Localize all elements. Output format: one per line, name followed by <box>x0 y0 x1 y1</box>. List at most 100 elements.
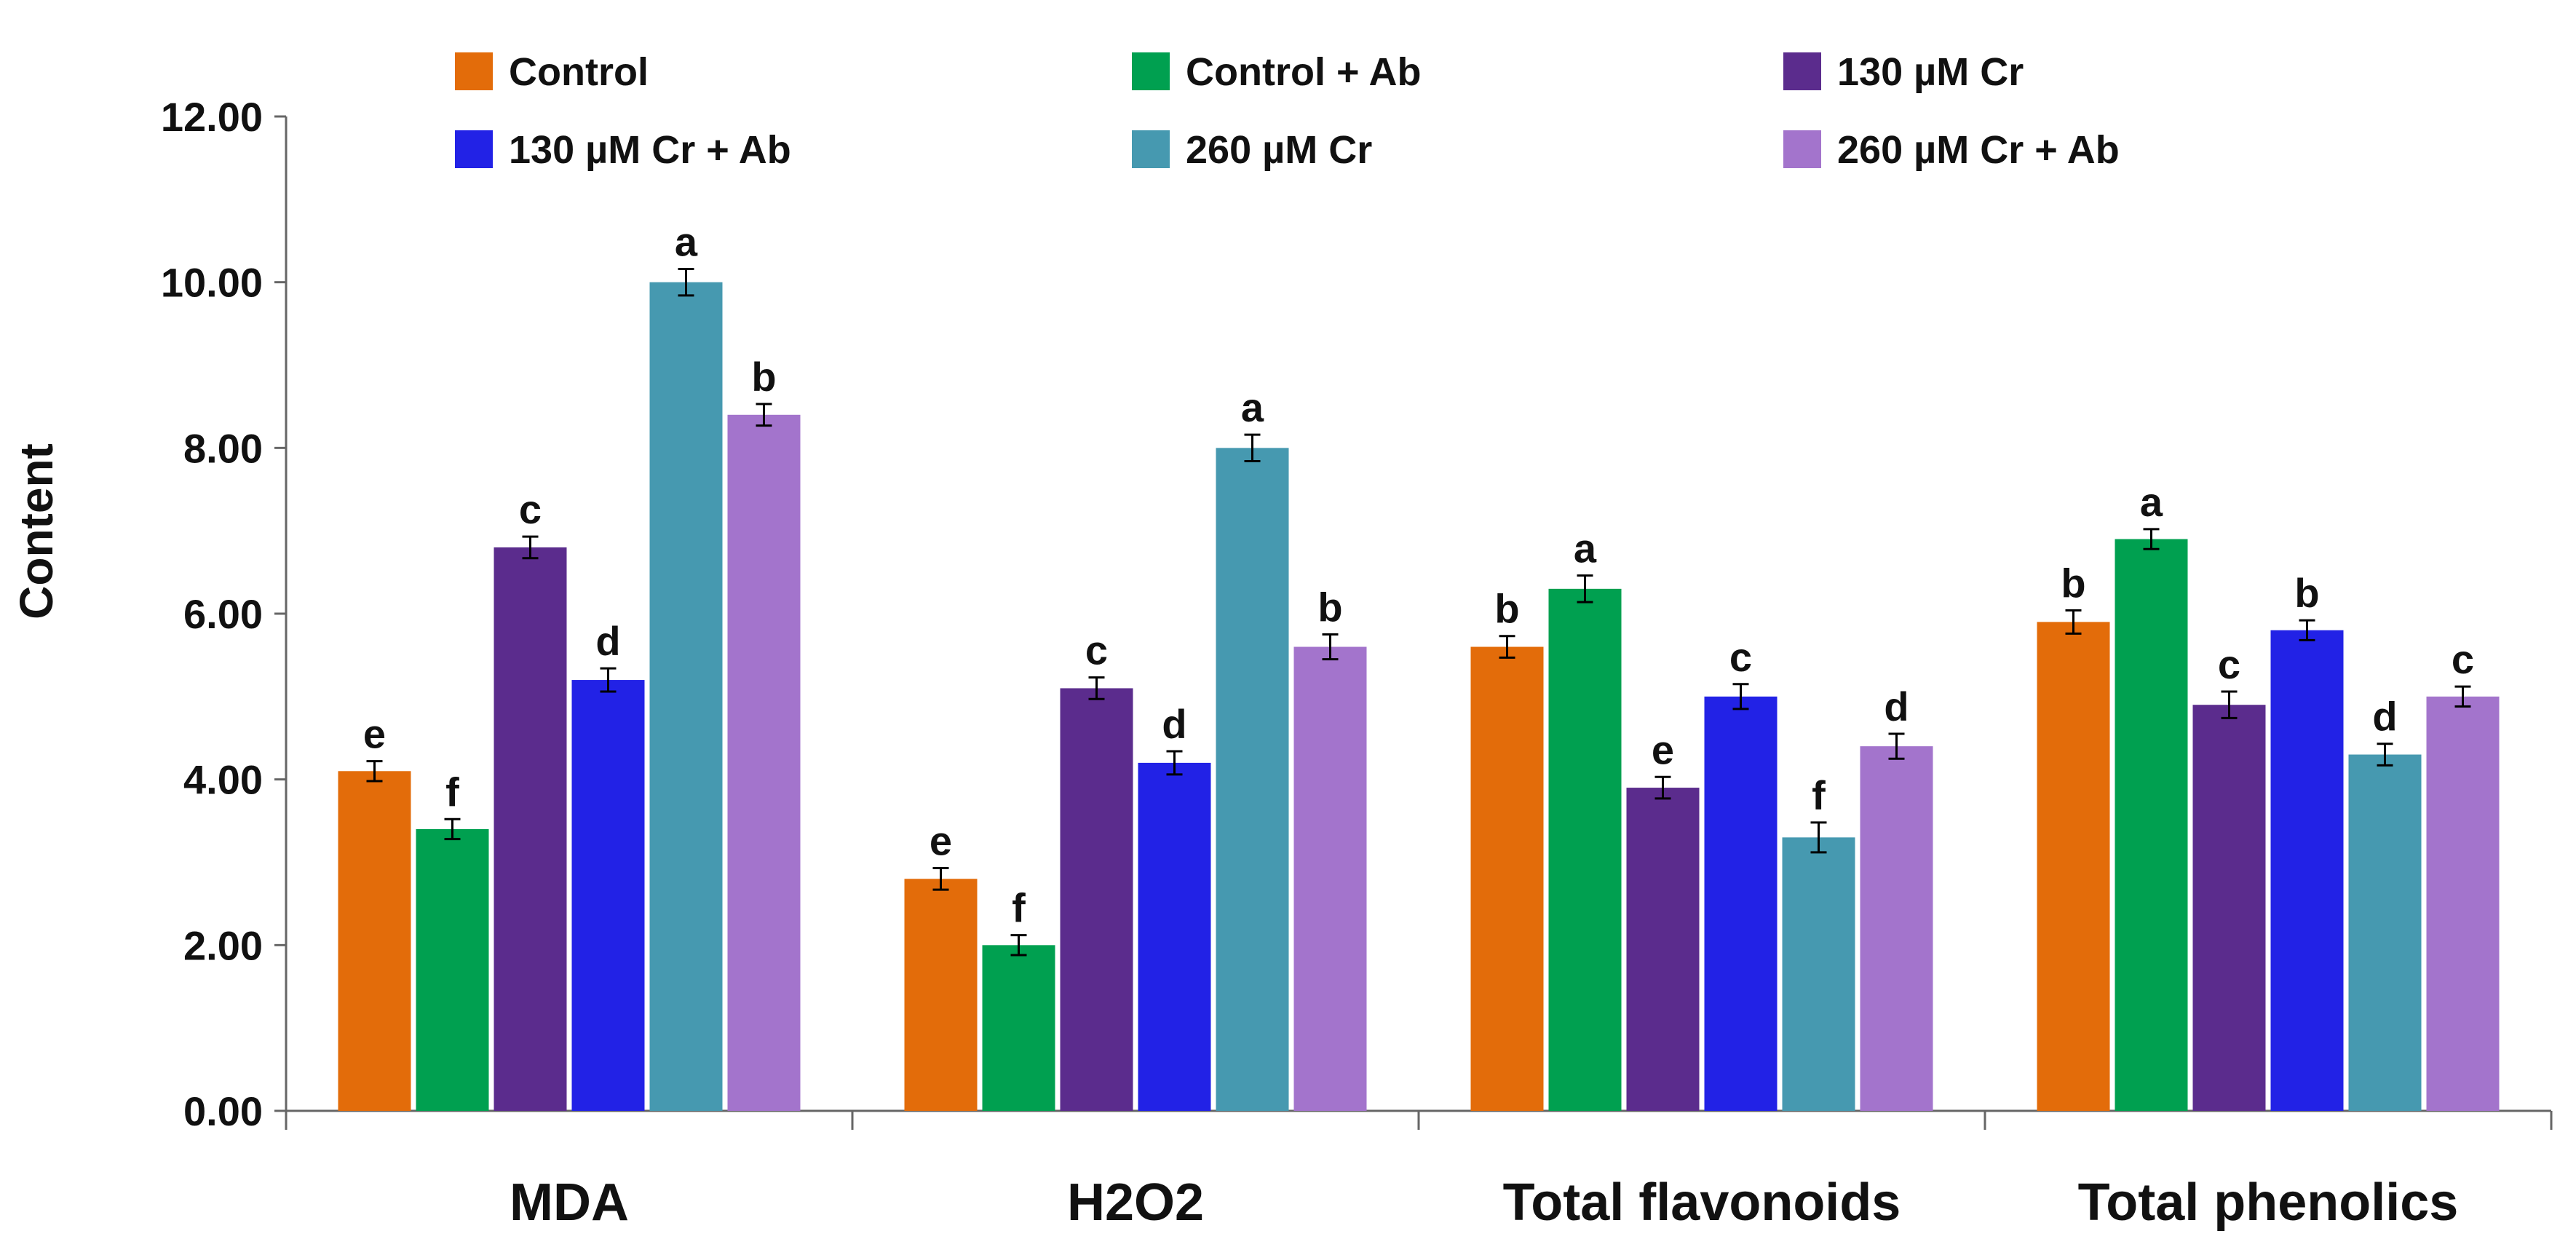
error-bar <box>932 866 949 891</box>
significance-letters: e f c d a b e f c d a b b a e c f d b a c b d c <box>363 218 2474 930</box>
error-bar <box>1732 683 1749 710</box>
bar <box>1782 837 1855 1111</box>
significance-letter: c <box>1729 634 1752 680</box>
bar <box>1548 588 1622 1111</box>
bar <box>1138 762 1211 1111</box>
significance-letter: f <box>445 769 459 815</box>
bar <box>338 771 411 1111</box>
y-tick-label: 0.00 <box>183 1088 263 1134</box>
error-bar <box>2299 619 2315 641</box>
legend-swatch <box>455 52 493 90</box>
significance-letter: d <box>595 618 620 664</box>
significance-letter: a <box>675 218 698 264</box>
error-bar <box>2454 685 2471 708</box>
error-bar <box>2377 743 2393 767</box>
bar <box>2037 622 2110 1111</box>
legend-swatch <box>1783 52 1821 90</box>
error-bar <box>756 403 772 427</box>
legend-item: Control + Ab <box>1132 50 1421 94</box>
legend-swatch <box>1783 130 1821 168</box>
legend-label: Control + Ab <box>1186 50 1421 94</box>
y-tick-label: 2.00 <box>183 922 263 968</box>
y-axis: 0.00 2.00 4.00 6.00 8.00 10.00 12.00 <box>161 94 288 1134</box>
error-bar <box>522 535 539 560</box>
bar <box>1704 696 1778 1111</box>
legend-swatch <box>1132 130 1170 168</box>
error-bar <box>2221 690 2238 719</box>
bar <box>2426 696 2500 1111</box>
error-bar <box>678 267 694 297</box>
error-bar <box>1010 934 1027 957</box>
x-category-label: MDA <box>510 1173 629 1232</box>
bar <box>649 282 723 1112</box>
legend-label: 130 µM Cr <box>1837 50 2024 94</box>
error-bar <box>1810 821 1827 854</box>
bar <box>982 945 1055 1111</box>
error-bar <box>1322 633 1339 661</box>
legend: Control Control + Ab 130 µM Cr 130 µM Cr + … <box>455 50 2120 172</box>
legend-label: 130 µM Cr + Ab <box>509 128 791 172</box>
x-axis: MDA H2O2 Total flavonoids Total phenolics <box>285 1109 2553 1232</box>
significance-letter: c <box>519 486 542 532</box>
x-category-label: Total phenolics <box>2078 1173 2459 1232</box>
legend-swatch <box>455 130 493 168</box>
significance-letter: b <box>2061 560 2085 606</box>
bar <box>1860 746 1933 1111</box>
significance-letter: a <box>1241 384 1264 430</box>
significance-letter: d <box>1162 701 1186 747</box>
legend-label: Control <box>509 50 649 94</box>
error-bar <box>366 760 383 783</box>
bar <box>727 414 801 1111</box>
bar <box>571 680 645 1111</box>
error-bar <box>1654 775 1671 800</box>
error-bar <box>2065 609 2082 635</box>
bar <box>494 547 567 1111</box>
significance-letter: b <box>2294 570 2319 616</box>
y-tick-label: 4.00 <box>183 757 263 803</box>
error-bars <box>366 267 2471 957</box>
legend-item: 130 µM Cr <box>1783 50 2024 94</box>
bar <box>1626 788 1700 1111</box>
significance-letter: e <box>1652 727 1674 772</box>
bar <box>1293 646 1367 1111</box>
y-tick-label: 10.00 <box>161 260 263 306</box>
bar <box>1060 688 1133 1111</box>
legend-item: 260 µM Cr + Ab <box>1783 128 2120 172</box>
error-bar <box>1499 635 1515 659</box>
legend-item: 260 µM Cr <box>1132 128 1372 172</box>
legend-label: 260 µM Cr <box>1186 128 1372 172</box>
error-bar <box>1244 433 1261 463</box>
significance-letter: c <box>2218 641 2240 687</box>
bar <box>904 879 978 1111</box>
significance-letter: c <box>1085 628 1108 673</box>
x-category-label: Total flavonoids <box>1503 1173 1901 1232</box>
significance-letter: f <box>1012 885 1026 931</box>
error-bar <box>2143 528 2160 550</box>
bar <box>2270 630 2344 1111</box>
significance-letter: b <box>1494 586 1519 632</box>
error-bar <box>1088 676 1105 700</box>
significance-letter: d <box>2372 694 2397 740</box>
legend-item: 130 µM Cr + Ab <box>455 128 791 172</box>
significance-letter: e <box>930 817 952 863</box>
y-axis-title: Content <box>10 443 63 619</box>
bar <box>1470 646 1544 1111</box>
bars <box>338 282 2500 1112</box>
y-tick-label: 12.00 <box>161 94 263 140</box>
significance-letter: f <box>1812 772 1826 818</box>
legend-item: Control <box>455 50 649 94</box>
significance-letter: e <box>363 711 386 757</box>
legend-label: 260 µM Cr + Ab <box>1837 128 2120 172</box>
x-category-label: H2O2 <box>1067 1173 1204 1232</box>
significance-letter: b <box>751 354 776 400</box>
bar <box>2348 754 2422 1111</box>
y-tick-label: 8.00 <box>183 425 263 471</box>
bar <box>416 828 489 1111</box>
bar <box>2192 705 2266 1111</box>
significance-letter: c <box>2452 636 2474 682</box>
error-bar <box>1577 574 1593 603</box>
y-tick-label: 6.00 <box>183 591 263 637</box>
significance-letter: a <box>2140 479 2163 525</box>
